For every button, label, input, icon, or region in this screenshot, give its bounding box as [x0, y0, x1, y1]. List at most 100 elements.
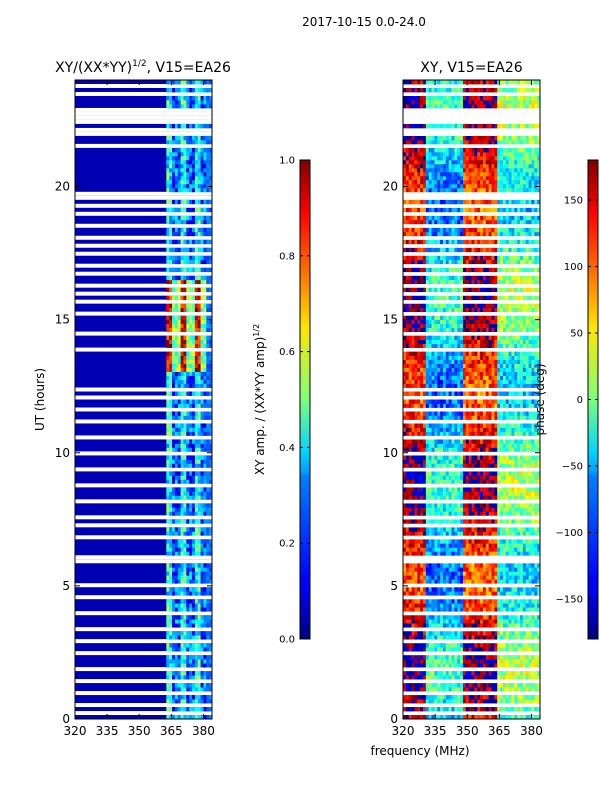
- heatmap-cell: [408, 707, 412, 712]
- heatmap-cell: [477, 615, 481, 620]
- heatmap-cell: [437, 511, 441, 516]
- heatmap-cell: [169, 707, 173, 712]
- heatmap-cell: [177, 171, 182, 177]
- heatmap-cell: [531, 531, 535, 536]
- heatmap-cell: [514, 447, 518, 452]
- heatmap-cell: [414, 507, 418, 512]
- flagged-row: [75, 395, 212, 400]
- heatmap-cell: [172, 575, 176, 580]
- heatmap-cell: [203, 171, 207, 177]
- heatmap-cell: [465, 359, 470, 364]
- heatmap-cell: [186, 167, 190, 173]
- heatmap-cell: [488, 431, 492, 436]
- heatmap-cell: [445, 599, 450, 604]
- heatmap-cell: [206, 571, 210, 576]
- heatmap-cell: [174, 659, 179, 664]
- heatmap-cell: [197, 383, 201, 388]
- heatmap-cell: [485, 623, 490, 628]
- heatmap-cell: [537, 471, 541, 476]
- heatmap-cell: [517, 675, 521, 680]
- heatmap-cell: [445, 695, 450, 700]
- heatmap-cell: [488, 479, 492, 484]
- heatmap-cell: [206, 175, 210, 181]
- heatmap-cell: [465, 647, 470, 652]
- heatmap-cell: [460, 619, 464, 624]
- heatmap-cell: [454, 511, 458, 516]
- heatmap-cell: [468, 607, 472, 612]
- heatmap-cell: [417, 443, 421, 448]
- heatmap-cell: [422, 707, 427, 712]
- heatmap-cell: [480, 427, 484, 432]
- heatmap-cell: [169, 163, 173, 169]
- heatmap-cell: [189, 227, 193, 233]
- heatmap-cell: [460, 587, 464, 592]
- heatmap-cell: [505, 479, 510, 484]
- heatmap-cell: [403, 543, 407, 548]
- heatmap-cell: [517, 423, 521, 428]
- heatmap-cell: [417, 487, 421, 492]
- heatmap-cell: [189, 179, 193, 185]
- heatmap-cell: [531, 587, 535, 592]
- heatmap-cell: [200, 80, 204, 85]
- heatmap-cell: [437, 615, 441, 620]
- heatmap-cell: [186, 511, 190, 516]
- heatmap-cell: [186, 579, 190, 584]
- heatmap-cell: [465, 415, 470, 420]
- heatmap-cell: [186, 543, 190, 548]
- heatmap-cell: [508, 631, 512, 636]
- heatmap-cell: [200, 563, 204, 568]
- heatmap-cell: [482, 635, 487, 640]
- heatmap-cell: [203, 683, 207, 688]
- heatmap-cell: [192, 587, 196, 592]
- heatmap-cell: [417, 619, 421, 624]
- flagged-row: [403, 467, 540, 472]
- heatmap-cell: [405, 375, 410, 380]
- heatmap-cell: [497, 375, 501, 380]
- heatmap-cell: [462, 547, 467, 552]
- heatmap-cell: [474, 379, 478, 384]
- heatmap-cell: [414, 527, 418, 532]
- heatmap-cell: [186, 411, 190, 416]
- heatmap-cell: [209, 707, 213, 712]
- heatmap-cell: [454, 543, 458, 548]
- heatmap-cell: [411, 363, 415, 368]
- heatmap-cell: [431, 599, 435, 604]
- flagged-row: [75, 523, 212, 528]
- heatmap-cell: [517, 455, 521, 460]
- heatmap-cell: [169, 571, 173, 576]
- heatmap-cell: [477, 531, 481, 536]
- heatmap-cell: [477, 363, 481, 368]
- heatmap-cell: [172, 159, 176, 165]
- heatmap-cell: [197, 239, 201, 245]
- heatmap-cell: [180, 607, 184, 612]
- heatmap-cell: [514, 687, 518, 692]
- heatmap-cell: [172, 491, 176, 496]
- heatmap-cell: [528, 519, 532, 524]
- heatmap-cell: [414, 607, 418, 612]
- heatmap-cell: [502, 699, 507, 704]
- heatmap-cell: [414, 479, 418, 484]
- heatmap-cell: [491, 567, 495, 572]
- heatmap-cell: [480, 675, 484, 680]
- heatmap-cell: [203, 239, 207, 245]
- heatmap-cell: [437, 543, 441, 548]
- heatmap-cell: [177, 607, 182, 612]
- heatmap-cell: [186, 279, 190, 285]
- heatmap-cell: [460, 663, 464, 668]
- heatmap-cell: [174, 383, 179, 388]
- heatmap-cell: [460, 399, 464, 404]
- heatmap-cell: [474, 571, 478, 576]
- heatmap-cell: [209, 699, 213, 704]
- heatmap-cell: [491, 543, 495, 548]
- heatmap-cell: [437, 359, 441, 364]
- heatmap-cell: [505, 635, 510, 640]
- heatmap-cell: [477, 439, 481, 444]
- heatmap-cell: [200, 423, 204, 428]
- heatmap-cell: [192, 103, 196, 109]
- heatmap-cell: [442, 427, 447, 432]
- heatmap-cell: [186, 567, 190, 572]
- heatmap-cell: [174, 227, 179, 233]
- heatmap-cell: [445, 567, 450, 572]
- heatmap-cell: [200, 99, 204, 105]
- heatmap-cell: [528, 475, 532, 480]
